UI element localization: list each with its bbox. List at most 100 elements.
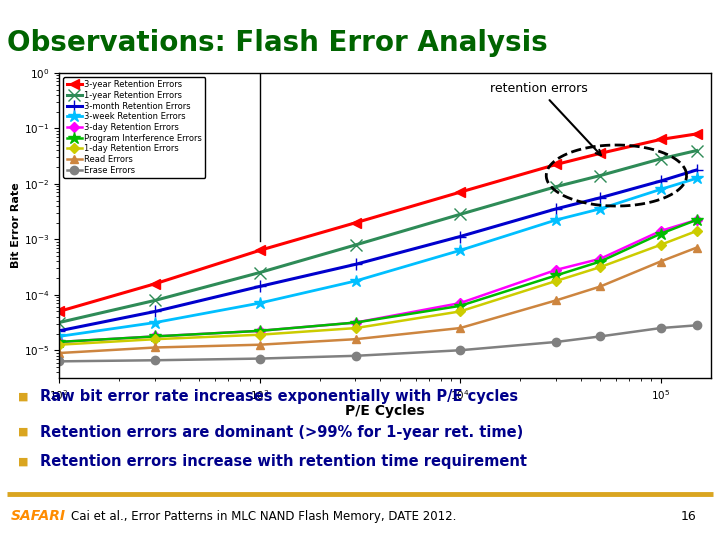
3-year Retention Errors — [693, 131, 701, 137]
1-year Retention Errors — [456, 211, 464, 218]
Read Errors — [596, 283, 605, 289]
Read Errors — [55, 350, 63, 356]
Read Errors — [693, 245, 701, 251]
3-month Retention Errors — [255, 283, 264, 289]
Erase Errors — [255, 355, 264, 362]
Line: Erase Errors: Erase Errors — [55, 321, 701, 366]
1-year Retention Errors — [351, 241, 360, 248]
Read Errors — [255, 341, 264, 348]
3-week Retention Errors — [693, 175, 701, 181]
Line: 3-week Retention Errors: 3-week Retention Errors — [53, 172, 703, 343]
Program Interference Errors — [656, 231, 665, 237]
3-year Retention Errors — [151, 280, 160, 287]
Text: ■: ■ — [18, 392, 29, 402]
Erase Errors — [55, 358, 63, 365]
Y-axis label: Bit Error Rate: Bit Error Rate — [11, 183, 21, 268]
3-year Retention Errors — [656, 136, 665, 143]
Read Errors — [552, 297, 561, 303]
3-month Retention Errors — [55, 328, 63, 334]
Text: 16: 16 — [680, 510, 696, 523]
Program Interference Errors — [456, 302, 464, 309]
1-year Retention Errors — [55, 319, 63, 326]
Program Interference Errors — [351, 319, 360, 326]
3-month Retention Errors — [596, 194, 605, 201]
3-week Retention Errors — [456, 247, 464, 254]
3-week Retention Errors — [351, 278, 360, 284]
1-day Retention Errors — [656, 241, 665, 248]
Text: Retention errors are dominant (>99% for 1-year ret. time): Retention errors are dominant (>99% for … — [40, 424, 523, 440]
1-day Retention Errors — [255, 332, 264, 338]
Erase Errors — [552, 339, 561, 345]
Text: Cai et al., Error Patterns in MLC NAND Flash Memory, DATE 2012.: Cai et al., Error Patterns in MLC NAND F… — [71, 510, 456, 523]
1-day Retention Errors — [456, 308, 464, 315]
3-year Retention Errors — [55, 308, 63, 315]
Erase Errors — [456, 347, 464, 354]
Read Errors — [351, 336, 360, 342]
Erase Errors — [596, 333, 605, 340]
1-day Retention Errors — [351, 325, 360, 332]
1-day Retention Errors — [151, 336, 160, 342]
3-week Retention Errors — [596, 206, 605, 212]
3-month Retention Errors — [693, 167, 701, 173]
3-day Retention Errors — [596, 255, 605, 262]
Text: retention errors: retention errors — [490, 82, 601, 155]
Program Interference Errors — [255, 328, 264, 334]
Legend: 3-year Retention Errors, 1-year Retention Errors, 3-month Retention Errors, 3-we: 3-year Retention Errors, 1-year Retentio… — [63, 77, 205, 178]
Line: 1-year Retention Errors: 1-year Retention Errors — [53, 145, 702, 328]
3-month Retention Errors — [456, 233, 464, 240]
3-year Retention Errors — [456, 189, 464, 195]
1-day Retention Errors — [693, 228, 701, 234]
Text: ■: ■ — [18, 457, 29, 467]
Erase Errors — [151, 357, 160, 363]
Read Errors — [456, 325, 464, 332]
Text: Retention errors increase with retention time requirement: Retention errors increase with retention… — [40, 454, 526, 469]
Line: Read Errors: Read Errors — [55, 244, 701, 357]
1-year Retention Errors — [693, 147, 701, 154]
3-year Retention Errors — [596, 150, 605, 157]
Line: 3-month Retention Errors: 3-month Retention Errors — [53, 164, 703, 337]
Text: Observations: Flash Error Analysis: Observations: Flash Error Analysis — [7, 29, 548, 57]
3-month Retention Errors — [151, 308, 160, 315]
Program Interference Errors — [55, 339, 63, 345]
Program Interference Errors — [596, 258, 605, 265]
Text: ■: ■ — [18, 427, 29, 437]
3-day Retention Errors — [693, 217, 701, 223]
3-year Retention Errors — [255, 247, 264, 254]
3-day Retention Errors — [656, 228, 665, 234]
Erase Errors — [656, 325, 665, 332]
3-month Retention Errors — [351, 261, 360, 267]
3-day Retention Errors — [151, 333, 160, 340]
3-week Retention Errors — [255, 300, 264, 306]
Line: 3-year Retention Errors: 3-year Retention Errors — [54, 129, 701, 316]
Erase Errors — [351, 353, 360, 359]
Erase Errors — [693, 322, 701, 328]
Line: 3-day Retention Errors: 3-day Retention Errors — [55, 217, 700, 346]
1-day Retention Errors — [552, 278, 561, 284]
3-week Retention Errors — [151, 319, 160, 326]
Program Interference Errors — [693, 217, 701, 223]
1-year Retention Errors — [596, 172, 605, 179]
3-week Retention Errors — [656, 186, 665, 193]
1-year Retention Errors — [656, 156, 665, 162]
Line: Program Interference Errors: Program Interference Errors — [53, 214, 703, 348]
3-month Retention Errors — [656, 178, 665, 184]
Line: 1-day Retention Errors: 1-day Retention Errors — [55, 227, 700, 348]
Program Interference Errors — [151, 333, 160, 340]
3-week Retention Errors — [55, 333, 63, 340]
3-year Retention Errors — [552, 161, 561, 167]
3-day Retention Errors — [552, 267, 561, 273]
3-month Retention Errors — [552, 206, 561, 212]
3-week Retention Errors — [552, 217, 561, 223]
X-axis label: P/E Cycles: P/E Cycles — [345, 404, 425, 418]
1-year Retention Errors — [255, 269, 264, 276]
3-year Retention Errors — [351, 219, 360, 226]
3-day Retention Errors — [456, 300, 464, 306]
Text: Raw bit error rate increases exponentially with P/E cycles: Raw bit error rate increases exponential… — [40, 389, 518, 404]
3-day Retention Errors — [55, 339, 63, 345]
1-year Retention Errors — [151, 297, 160, 303]
Text: SAFARI: SAFARI — [11, 509, 66, 523]
Read Errors — [151, 345, 160, 351]
1-day Retention Errors — [55, 341, 63, 348]
1-day Retention Errors — [596, 264, 605, 271]
1-year Retention Errors — [552, 184, 561, 190]
